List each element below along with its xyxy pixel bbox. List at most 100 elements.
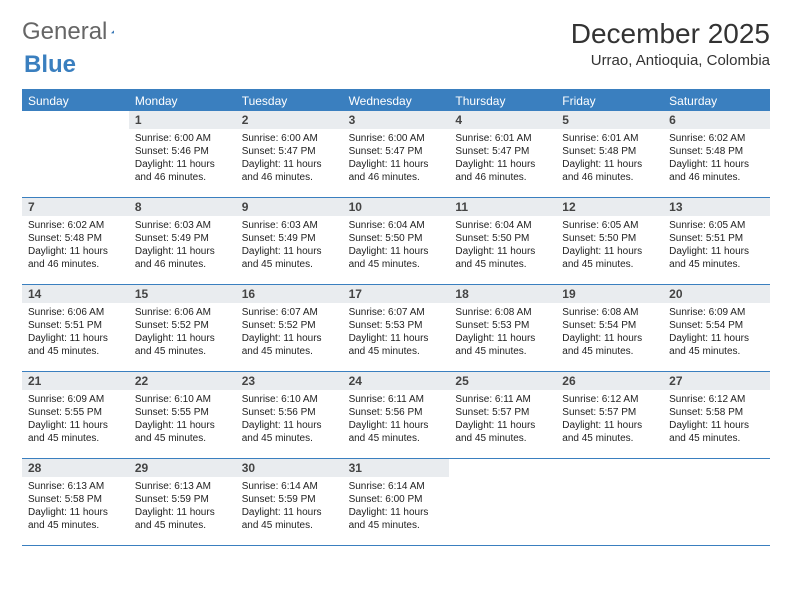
daylight-line: Daylight: 11 hours and 46 minutes. <box>455 158 550 184</box>
sunrise-line: Sunrise: 6:04 AM <box>455 219 550 232</box>
day-number: 27 <box>663 372 770 390</box>
daylight-line: Daylight: 11 hours and 45 minutes. <box>455 332 550 358</box>
daylight-line: Daylight: 11 hours and 45 minutes. <box>242 419 337 445</box>
sail-icon <box>111 22 115 42</box>
day-cell: 9Sunrise: 6:03 AMSunset: 5:49 PMDaylight… <box>236 198 343 284</box>
day-number: 24 <box>343 372 450 390</box>
daylight-line: Daylight: 11 hours and 46 minutes. <box>669 158 764 184</box>
daylight-line: Daylight: 11 hours and 45 minutes. <box>562 332 657 358</box>
sunrise-line: Sunrise: 6:08 AM <box>455 306 550 319</box>
day-body: Sunrise: 6:11 AMSunset: 5:56 PMDaylight:… <box>343 390 450 451</box>
sunset-line: Sunset: 5:49 PM <box>242 232 337 245</box>
daylight-line: Daylight: 11 hours and 45 minutes. <box>349 506 444 532</box>
day-body: Sunrise: 6:10 AMSunset: 5:55 PMDaylight:… <box>129 390 236 451</box>
day-body: Sunrise: 6:08 AMSunset: 5:53 PMDaylight:… <box>449 303 556 364</box>
day-number: 25 <box>449 372 556 390</box>
day-number: 23 <box>236 372 343 390</box>
daylight-line: Daylight: 11 hours and 45 minutes. <box>28 419 123 445</box>
day-body: Sunrise: 6:13 AMSunset: 5:58 PMDaylight:… <box>22 477 129 538</box>
daylight-line: Daylight: 11 hours and 46 minutes. <box>562 158 657 184</box>
day-cell: 5Sunrise: 6:01 AMSunset: 5:48 PMDaylight… <box>556 111 663 197</box>
sunset-line: Sunset: 5:58 PM <box>669 406 764 419</box>
day-cell: 20Sunrise: 6:09 AMSunset: 5:54 PMDayligh… <box>663 285 770 371</box>
day-number: 1 <box>129 111 236 129</box>
title-block: December 2025 Urrao, Antioquia, Colombia <box>571 18 770 69</box>
daylight-line: Daylight: 11 hours and 45 minutes. <box>669 245 764 271</box>
day-cell: 7Sunrise: 6:02 AMSunset: 5:48 PMDaylight… <box>22 198 129 284</box>
daylight-line: Daylight: 11 hours and 45 minutes. <box>562 419 657 445</box>
sunset-line: Sunset: 5:48 PM <box>562 145 657 158</box>
day-body: Sunrise: 6:05 AMSunset: 5:50 PMDaylight:… <box>556 216 663 277</box>
sunrise-line: Sunrise: 6:07 AM <box>242 306 337 319</box>
daylight-line: Daylight: 11 hours and 45 minutes. <box>349 332 444 358</box>
sunset-line: Sunset: 5:47 PM <box>455 145 550 158</box>
sunset-line: Sunset: 5:59 PM <box>242 493 337 506</box>
sunrise-line: Sunrise: 6:12 AM <box>562 393 657 406</box>
day-number: 8 <box>129 198 236 216</box>
day-number: 28 <box>22 459 129 477</box>
day-cell: 29Sunrise: 6:13 AMSunset: 5:59 PMDayligh… <box>129 459 236 545</box>
day-body: Sunrise: 6:07 AMSunset: 5:52 PMDaylight:… <box>236 303 343 364</box>
daylight-line: Daylight: 11 hours and 46 minutes. <box>135 158 230 184</box>
dayname-thursday: Thursday <box>449 91 556 111</box>
day-body: Sunrise: 6:07 AMSunset: 5:53 PMDaylight:… <box>343 303 450 364</box>
daylight-line: Daylight: 11 hours and 45 minutes. <box>242 332 337 358</box>
day-body: Sunrise: 6:14 AMSunset: 6:00 PMDaylight:… <box>343 477 450 538</box>
daylight-line: Daylight: 11 hours and 45 minutes. <box>669 332 764 358</box>
day-body: Sunrise: 6:04 AMSunset: 5:50 PMDaylight:… <box>343 216 450 277</box>
sunset-line: Sunset: 5:50 PM <box>562 232 657 245</box>
day-number: 4 <box>449 111 556 129</box>
day-body: Sunrise: 6:06 AMSunset: 5:51 PMDaylight:… <box>22 303 129 364</box>
sunset-line: Sunset: 5:53 PM <box>455 319 550 332</box>
day-cell: 0 <box>22 111 129 197</box>
sunrise-line: Sunrise: 6:10 AM <box>242 393 337 406</box>
sunrise-line: Sunrise: 6:14 AM <box>242 480 337 493</box>
day-cell: 10Sunrise: 6:04 AMSunset: 5:50 PMDayligh… <box>343 198 450 284</box>
day-cell: 18Sunrise: 6:08 AMSunset: 5:53 PMDayligh… <box>449 285 556 371</box>
weeks-container: 01Sunrise: 6:00 AMSunset: 5:46 PMDayligh… <box>22 111 770 546</box>
day-number: 17 <box>343 285 450 303</box>
day-cell: 28Sunrise: 6:13 AMSunset: 5:58 PMDayligh… <box>22 459 129 545</box>
sunrise-line: Sunrise: 6:02 AM <box>28 219 123 232</box>
day-cell: 6 Sunrise: 6:02 AMSunset: 5:48 PMDaylight… <box>663 111 770 197</box>
daylight-line: Daylight: 11 hours and 45 minutes. <box>28 506 123 532</box>
day-cell: 8Sunrise: 6:03 AMSunset: 5:49 PMDaylight… <box>129 198 236 284</box>
brand-part2: Blue <box>24 51 76 78</box>
day-cell: 17Sunrise: 6:07 AMSunset: 5:53 PMDayligh… <box>343 285 450 371</box>
day-number: 9 <box>236 198 343 216</box>
sunrise-line: Sunrise: 6:14 AM <box>349 480 444 493</box>
sunrise-line: Sunrise: 6:11 AM <box>349 393 444 406</box>
day-body: Sunrise: 6:01 AMSunset: 5:48 PMDaylight:… <box>556 129 663 190</box>
sunrise-line: Sunrise: 6:09 AM <box>669 306 764 319</box>
day-number: 11 <box>449 198 556 216</box>
dayname-monday: Monday <box>129 91 236 111</box>
sunrise-line: Sunrise: 6:00 AM <box>242 132 337 145</box>
day-number: 10 <box>343 198 450 216</box>
day-number: 31 <box>343 459 450 477</box>
day-body: Sunrise: 6:03 AMSunset: 5:49 PMDaylight:… <box>236 216 343 277</box>
day-cell: 14Sunrise: 6:06 AMSunset: 5:51 PMDayligh… <box>22 285 129 371</box>
daylight-line: Daylight: 11 hours and 45 minutes. <box>135 332 230 358</box>
sunrise-line: Sunrise: 6:09 AM <box>28 393 123 406</box>
sunrise-line: Sunrise: 6:02 AM <box>669 132 764 145</box>
day-number: 15 <box>129 285 236 303</box>
brand-logo: General <box>22 18 135 46</box>
sunrise-line: Sunrise: 6:03 AM <box>135 219 230 232</box>
location-text: Urrao, Antioquia, Colombia <box>571 52 770 69</box>
day-number: 6 <box>663 111 770 129</box>
week-row: 21Sunrise: 6:09 AMSunset: 5:55 PMDayligh… <box>22 372 770 459</box>
day-number: 5 <box>556 111 663 129</box>
day-body: Sunrise: 6:14 AMSunset: 5:59 PMDaylight:… <box>236 477 343 538</box>
dayname-saturday: Saturday <box>663 91 770 111</box>
sunset-line: Sunset: 5:48 PM <box>669 145 764 158</box>
sunrise-line: Sunrise: 6:06 AM <box>28 306 123 319</box>
day-number: 16 <box>236 285 343 303</box>
day-number: 29 <box>129 459 236 477</box>
sunrise-line: Sunrise: 6:05 AM <box>669 219 764 232</box>
sunset-line: Sunset: 5:49 PM <box>135 232 230 245</box>
sunset-line: Sunset: 5:55 PM <box>28 406 123 419</box>
day-cell: 1Sunrise: 6:00 AMSunset: 5:46 PMDaylight… <box>129 111 236 197</box>
day-cell: 12Sunrise: 6:05 AMSunset: 5:50 PMDayligh… <box>556 198 663 284</box>
sunset-line: Sunset: 5:47 PM <box>349 145 444 158</box>
daylight-line: Daylight: 11 hours and 45 minutes. <box>135 506 230 532</box>
